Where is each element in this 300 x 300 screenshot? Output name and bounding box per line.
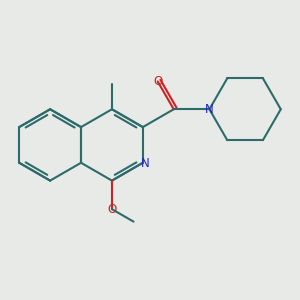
Text: N: N — [141, 157, 150, 170]
Text: O: O — [107, 203, 116, 216]
Text: N: N — [205, 103, 214, 116]
Text: O: O — [153, 75, 162, 88]
